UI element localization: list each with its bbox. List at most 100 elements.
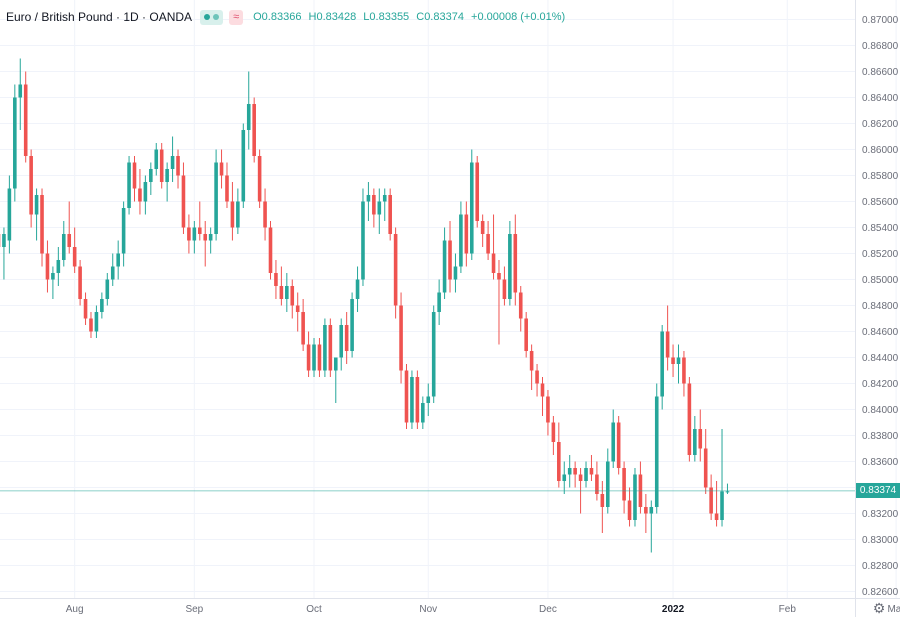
candle-body xyxy=(578,474,583,481)
candle-body xyxy=(448,240,452,280)
time-axis[interactable]: Aug Sep Oct Nov Dec 2022 Feb Mar xyxy=(66,604,900,615)
candle-body xyxy=(529,351,534,371)
candle-body xyxy=(225,175,229,202)
candle xyxy=(203,221,208,267)
candle-body xyxy=(518,292,523,319)
candle xyxy=(7,175,12,254)
candle-body xyxy=(372,195,376,215)
x-tick-label: Dec xyxy=(539,604,557,615)
candle xyxy=(241,123,246,208)
candle-body xyxy=(546,396,550,423)
candle-body xyxy=(589,468,594,475)
candle-body xyxy=(154,149,159,169)
candle xyxy=(317,338,322,377)
x-tick-label: 2022 xyxy=(662,604,685,615)
candle xyxy=(274,260,278,299)
candle-body xyxy=(285,286,289,299)
candle-body xyxy=(246,104,251,130)
candle-body xyxy=(219,162,224,176)
candle-body xyxy=(633,474,637,520)
y-tick-label: 0.85200 xyxy=(862,249,899,260)
market-status-indicator[interactable] xyxy=(200,9,224,25)
candle xyxy=(56,247,61,286)
y-tick-label: 0.85800 xyxy=(862,171,899,182)
candle-body xyxy=(410,377,414,423)
candle xyxy=(110,253,115,286)
candle-body xyxy=(366,195,371,202)
candle-body xyxy=(595,474,599,494)
x-tick-label: Sep xyxy=(185,604,203,615)
candle-body xyxy=(170,156,175,169)
candle xyxy=(410,370,414,429)
x-tick-label: Nov xyxy=(419,604,437,615)
candle-series[interactable] xyxy=(0,58,730,553)
candle-body xyxy=(654,396,659,507)
candle xyxy=(671,344,675,377)
candle-body xyxy=(203,234,208,241)
y-tick-label: 0.86200 xyxy=(862,119,899,130)
y-tick-label: 0.84800 xyxy=(862,301,899,312)
candle xyxy=(268,221,273,280)
candle xyxy=(295,292,300,332)
y-tick-label: 0.86000 xyxy=(862,145,899,156)
candle xyxy=(665,305,670,371)
candle-body xyxy=(138,188,142,202)
candle xyxy=(415,370,420,429)
candle xyxy=(562,461,567,494)
candle xyxy=(682,351,686,397)
candle-body xyxy=(295,305,300,312)
last-price-tag: 0.83374 xyxy=(856,483,900,499)
candle-body xyxy=(671,357,675,364)
candle xyxy=(595,461,599,501)
candle-body xyxy=(725,491,730,493)
x-tick-label: Aug xyxy=(66,604,84,615)
candle-body xyxy=(83,299,88,319)
market-status-dot-icon xyxy=(213,14,220,20)
candle-body xyxy=(159,149,164,182)
candle-body xyxy=(51,273,55,280)
candle xyxy=(600,481,605,533)
candle xyxy=(622,461,626,514)
candle xyxy=(557,422,561,488)
candle xyxy=(2,227,6,280)
approx-data-badge[interactable]: ≈ xyxy=(229,9,244,25)
candle-body xyxy=(34,195,39,215)
price-axis[interactable]: 0.826000.828000.830000.832000.834000.836… xyxy=(862,15,899,598)
symbol-title[interactable]: Euro / British Pound · 1D · OANDA xyxy=(6,10,193,24)
candle-body xyxy=(78,266,82,299)
y-tick-label: 0.85000 xyxy=(862,275,899,286)
y-tick-label: 0.83800 xyxy=(862,431,899,442)
candle xyxy=(480,214,485,247)
candle xyxy=(121,201,126,267)
candle xyxy=(51,266,55,299)
candle xyxy=(551,416,556,455)
candle-body xyxy=(301,312,305,345)
candle xyxy=(187,214,191,254)
y-tick-label: 0.87000 xyxy=(862,15,899,26)
candle xyxy=(361,188,365,286)
candle-body xyxy=(388,195,392,234)
candle xyxy=(301,299,305,351)
y-tick-label: 0.82800 xyxy=(862,561,899,572)
candle xyxy=(116,240,120,280)
candle xyxy=(138,169,142,215)
candle xyxy=(486,221,490,260)
candle-body xyxy=(149,169,153,182)
candle xyxy=(132,156,137,202)
candle xyxy=(181,162,186,234)
candle xyxy=(709,474,713,520)
chart-gridlines xyxy=(0,0,897,598)
candle-body xyxy=(540,383,545,397)
market-open-dot-icon xyxy=(204,14,211,20)
candle-body xyxy=(361,201,365,280)
candle-body xyxy=(176,156,180,176)
candle xyxy=(72,227,77,273)
candle xyxy=(540,377,545,416)
chart-settings-gear-icon[interactable]: ⚙ xyxy=(872,600,886,616)
candle-body xyxy=(132,162,137,189)
candle-body xyxy=(486,234,490,254)
candle xyxy=(491,214,496,280)
candle xyxy=(29,149,33,228)
candle-body xyxy=(605,461,610,507)
